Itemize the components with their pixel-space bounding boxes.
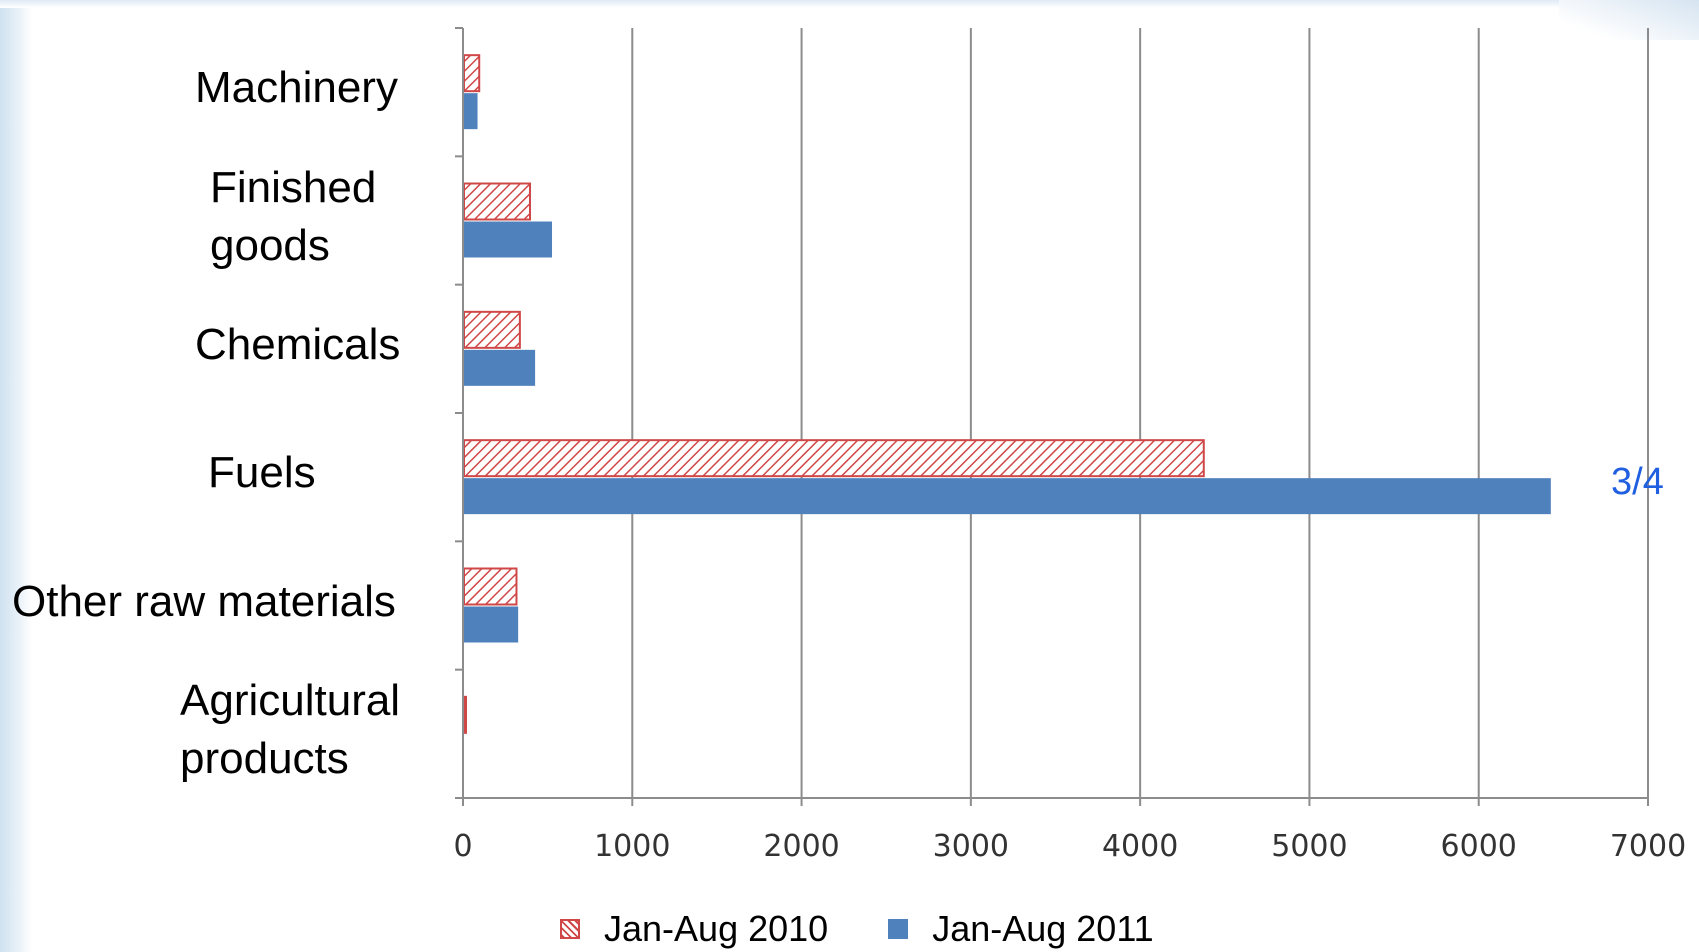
x-tick-label: 6000 — [1441, 829, 1517, 864]
bar-2011 — [464, 221, 553, 258]
bar-2010 — [463, 439, 1205, 478]
legend-item-2011: Jan-Aug 2011 — [888, 908, 1154, 950]
bar-2011 — [464, 93, 478, 130]
bar-2010 — [463, 182, 532, 221]
bar-2010 — [463, 567, 518, 606]
gridlines — [462, 28, 1649, 806]
category-label: Finished goods — [210, 162, 377, 270]
bar-2010 — [463, 54, 481, 93]
x-tick-label: 0 — [453, 829, 472, 864]
background-gradient-top — [0, 0, 1699, 8]
category-label: Agricultural products — [180, 675, 401, 783]
x-tick-labels: 0 1000 2000 3000 4000 5000 6000 7000 — [453, 829, 1686, 864]
bar-2011 — [464, 478, 1551, 515]
axes — [455, 27, 1648, 799]
legend-label-2010: Jan-Aug 2010 — [604, 908, 829, 949]
background-gradient-corner — [1559, 0, 1699, 40]
x-tick-label: 2000 — [763, 829, 839, 864]
category-label: Machinery — [195, 63, 398, 113]
bar-2011 — [464, 606, 519, 643]
legend-label-2011: Jan-Aug 2011 — [932, 908, 1154, 949]
bar-2010 — [463, 695, 467, 734]
x-tick-label: 1000 — [594, 829, 670, 864]
x-tick-label: 4000 — [1102, 829, 1178, 864]
legend-item-2010: Jan-Aug 2010 — [560, 908, 828, 950]
bar-2010 — [463, 310, 521, 349]
x-tick-label: 7000 — [1610, 829, 1686, 864]
x-tick-label: 5000 — [1271, 829, 1347, 864]
legend-swatch-2011 — [888, 919, 909, 939]
category-label: Other raw materials — [12, 576, 396, 626]
category-label: Fuels — [208, 448, 316, 498]
background-gradient-left — [0, 0, 32, 952]
legend: Jan-Aug 2010 Jan-Aug 2011 — [560, 907, 1214, 951]
bar-2011 — [464, 349, 536, 386]
bars — [463, 54, 1551, 734]
fuels-share-annotation: 3/4 — [1611, 461, 1664, 503]
legend-swatch-2010 — [560, 919, 580, 939]
x-tick-label: 3000 — [933, 829, 1009, 864]
category-label: Chemicals — [195, 319, 401, 369]
